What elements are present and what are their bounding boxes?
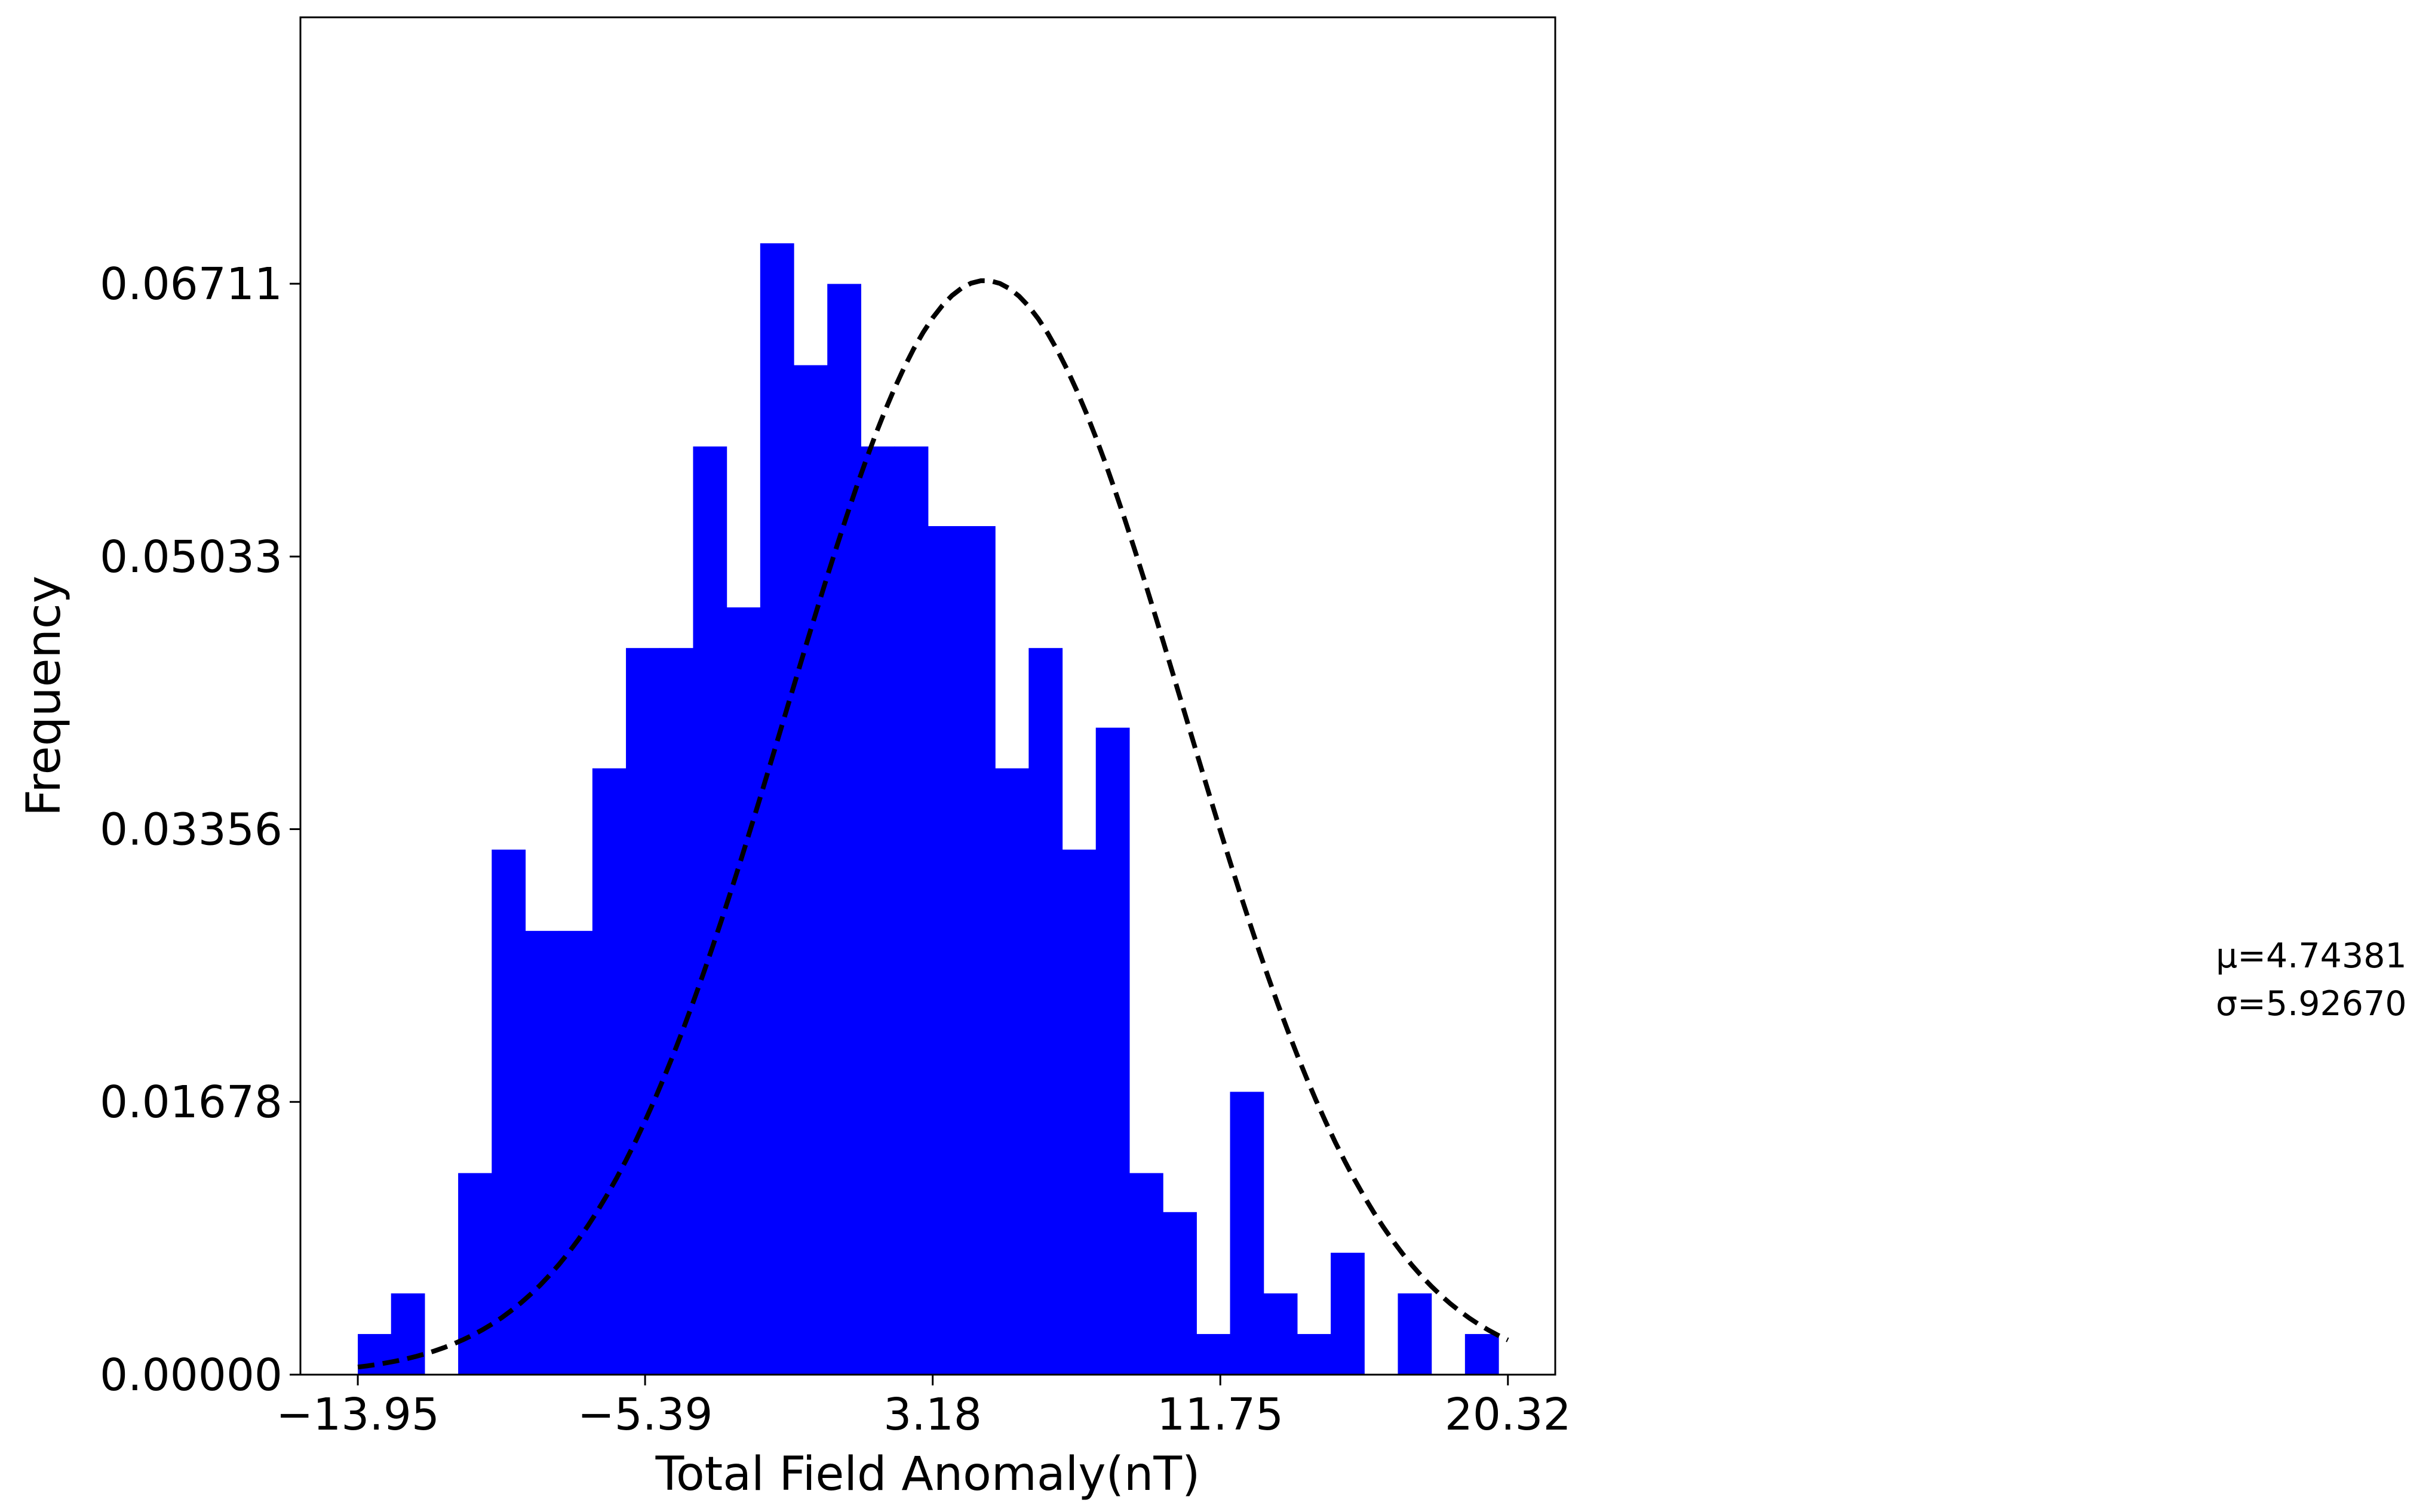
- histogram-bar: [961, 526, 996, 1375]
- histogram-bar: [693, 446, 727, 1375]
- histogram-bar: [827, 284, 861, 1375]
- y-tick-label: 0.05033: [100, 531, 282, 583]
- x-tick-label: 11.75: [1157, 1389, 1283, 1440]
- histogram-bar: [894, 446, 929, 1375]
- histogram-bar: [1263, 1293, 1298, 1375]
- histogram-bar: [1297, 1333, 1331, 1375]
- histogram-bar: [928, 526, 962, 1375]
- x-tick-label: 3.18: [883, 1389, 982, 1440]
- y-tick-label: 0.03356: [100, 804, 282, 855]
- y-axis-title: Frequency: [17, 576, 71, 816]
- histogram-bar: [1095, 727, 1130, 1375]
- histogram-bar: [1062, 849, 1097, 1375]
- histogram-bar: [794, 365, 828, 1375]
- histogram-bar: [1464, 1333, 1499, 1375]
- y-axis: 0.00000 0.01678 0.03356 0.05033 0.06711: [100, 259, 300, 1401]
- x-axis: −13.95 −5.39 3.18 11.75 20.32: [276, 1375, 1571, 1440]
- x-tick-label: −5.39: [578, 1389, 713, 1440]
- x-tick-label: −13.95: [276, 1389, 440, 1440]
- histogram-bar: [1331, 1252, 1365, 1375]
- histogram-bar: [1230, 1092, 1264, 1375]
- histogram-bar: [760, 243, 794, 1375]
- std-annotation: σ=5.92670: [2216, 984, 2407, 1024]
- histogram-bar: [592, 768, 627, 1375]
- y-tick-label: 0.06711: [100, 259, 282, 310]
- y-tick-label: 0.01678: [100, 1077, 282, 1128]
- normal-fit-curve: [357, 278, 1509, 1370]
- histogram-bar: [558, 930, 593, 1375]
- histogram-bar: [1196, 1333, 1231, 1375]
- histogram-bar: [995, 768, 1029, 1375]
- histogram-bar: [1398, 1293, 1432, 1375]
- x-tick-label: 20.32: [1445, 1389, 1571, 1440]
- mean-annotation: μ=4.74381: [2216, 936, 2407, 976]
- histogram-bar: [1028, 648, 1063, 1375]
- y-tick-label: 0.00000: [100, 1350, 282, 1401]
- plot-area-frame: [299, 16, 1556, 1376]
- histogram-bars: [358, 243, 1499, 1375]
- histogram-bar: [1129, 1173, 1163, 1375]
- histogram-bar: [726, 607, 761, 1375]
- histogram-bar: [861, 446, 895, 1375]
- histogram-bar: [626, 648, 660, 1375]
- histogram-bar: [525, 930, 560, 1375]
- histogram-bar: [1163, 1212, 1197, 1375]
- histogram-bar: [492, 849, 526, 1375]
- x-axis-title: Total Field Anomaly(nT): [655, 1448, 1200, 1501]
- histogram-bar: [458, 1173, 492, 1375]
